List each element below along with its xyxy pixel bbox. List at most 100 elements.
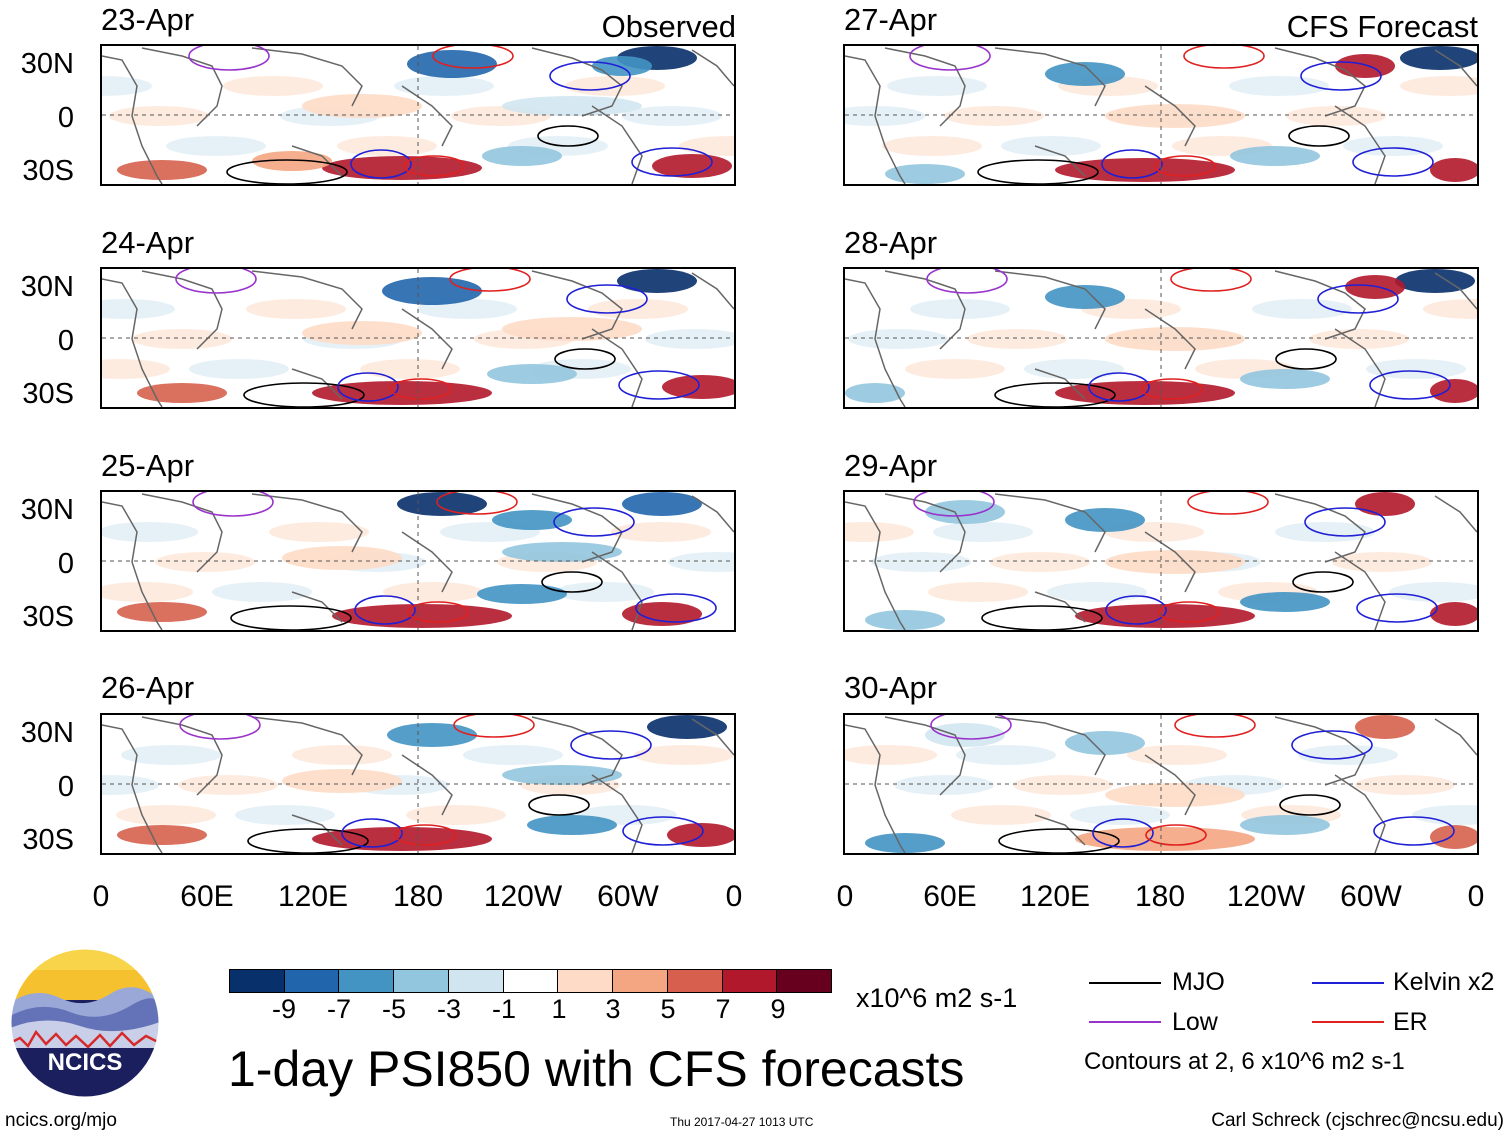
contour-line — [1158, 601, 1220, 623]
shading-band — [406, 805, 506, 825]
shading-blob — [332, 604, 512, 628]
date-label-25-apr: 25-Apr — [101, 448, 195, 483]
contour-line — [1092, 818, 1154, 848]
contour-line — [998, 828, 1120, 853]
coastline — [1434, 272, 1477, 310]
shading-band — [189, 359, 289, 379]
lon-label-180: 180 — [392, 880, 444, 913]
contour-line — [549, 61, 631, 91]
coastline — [691, 49, 734, 87]
shading-band — [102, 522, 198, 542]
shading-blob — [885, 164, 965, 184]
colorbar-swatch — [558, 970, 614, 992]
lon-label-180: 180 — [1134, 880, 1186, 913]
contour-line — [1317, 284, 1399, 314]
contour-line — [1356, 593, 1438, 623]
lon-label-120e: 120E — [1019, 880, 1091, 913]
coastline — [401, 531, 453, 593]
contour-line — [403, 155, 465, 177]
shading-band — [645, 329, 734, 349]
shading-band — [1127, 745, 1227, 765]
contour-line — [1101, 149, 1163, 179]
shading-blob — [1430, 825, 1477, 849]
contour-line — [243, 382, 365, 407]
lon-label-0: 0 — [836, 880, 854, 913]
shading-blob — [252, 151, 332, 171]
shading-blob — [1430, 379, 1477, 403]
shading-band — [905, 359, 1005, 379]
shading-band — [894, 775, 994, 795]
contour-line — [1183, 46, 1265, 69]
map-svg-24-apr — [102, 269, 734, 407]
shading-blob — [1240, 369, 1330, 389]
coastline — [884, 270, 966, 350]
coastline — [251, 493, 363, 553]
colorbar-tick: 9 — [770, 994, 786, 1024]
shading-band — [668, 552, 734, 572]
contour-line — [1369, 370, 1451, 400]
footer-author: Carl Schreck (cjschrec@ncsu.edu) — [1211, 1110, 1504, 1131]
contour-line — [528, 794, 590, 816]
shading-band — [679, 136, 734, 156]
legend-label-er: ER — [1393, 1008, 1428, 1036]
contour-line — [1141, 378, 1203, 400]
shading-band — [1047, 582, 1147, 602]
shading-blob — [382, 277, 482, 305]
map-panel-26-apr — [100, 713, 736, 855]
legend-line-low — [1089, 1021, 1161, 1023]
lat-label-30s: 30S — [22, 155, 74, 187]
shading-blob — [282, 769, 402, 793]
lat-label-eq: 0 — [57, 548, 74, 580]
coastline — [141, 47, 223, 127]
lat-label-30s: 30S — [22, 824, 74, 856]
footer-site-link[interactable]: ncics.org/mjo — [5, 1110, 117, 1131]
shading-blob — [1105, 327, 1245, 351]
logo-text: NCICS — [48, 1049, 123, 1076]
shading-band — [463, 745, 563, 765]
coastline — [1274, 493, 1366, 563]
contour-line — [554, 348, 616, 370]
shading-blob — [527, 815, 617, 835]
colorbar-swatch — [394, 970, 449, 992]
shading-blob — [1335, 54, 1395, 78]
shading-band — [212, 582, 312, 602]
shading-blob — [1240, 592, 1330, 612]
map-panel-23-apr — [100, 44, 736, 186]
shading-band — [116, 805, 216, 825]
coastline — [1274, 47, 1366, 117]
coastline — [141, 716, 223, 796]
contour-line — [977, 159, 1099, 184]
shading-band — [1412, 805, 1477, 825]
contour-line — [175, 269, 257, 294]
coastline — [251, 716, 363, 776]
coastline — [291, 145, 343, 177]
coastline — [1434, 718, 1477, 756]
shading-band — [102, 359, 170, 379]
ncics-logo: NCICS — [10, 948, 160, 1098]
shading-blob — [925, 500, 1005, 524]
colorbar-swatch — [722, 970, 778, 992]
shading-band — [223, 76, 323, 96]
shading-blob — [117, 825, 207, 845]
coastline — [1334, 328, 1386, 407]
shading-blob — [502, 765, 622, 785]
contour-line — [1292, 571, 1354, 593]
lon-label-0-end: 0 — [1467, 880, 1485, 913]
shading-band — [246, 299, 346, 319]
contour-line — [337, 372, 399, 402]
map-panel-29-apr — [843, 490, 1479, 632]
lon-label-0-end: 0 — [725, 880, 743, 913]
shading-band — [121, 745, 221, 765]
date-label-29-apr: 29-Apr — [844, 448, 938, 483]
map-panel-28-apr — [843, 267, 1479, 409]
coastline — [591, 105, 643, 184]
shading-blob — [1240, 815, 1330, 835]
contour-line — [1088, 372, 1150, 402]
map-svg-28-apr — [845, 269, 1477, 407]
shading-band — [634, 745, 734, 765]
contour-line — [930, 715, 1012, 740]
shading-blob — [925, 723, 1005, 747]
shading-blob — [1230, 146, 1320, 166]
colorbar-swatch — [339, 970, 395, 992]
contour-line — [622, 816, 704, 846]
